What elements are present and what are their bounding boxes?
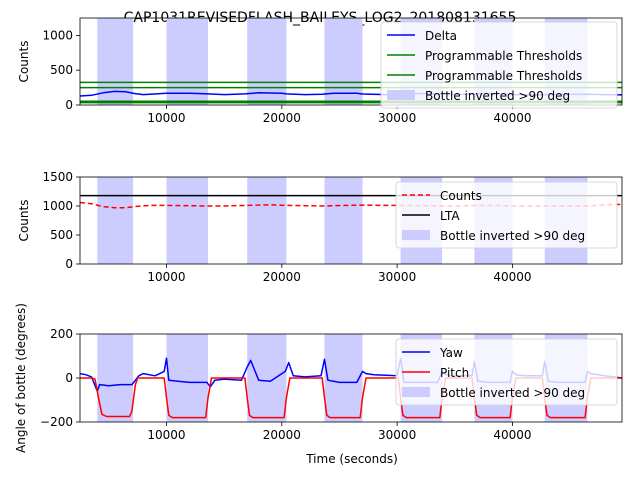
legend: Yaw Pitch Bottle inverted >90 deg	[395, 338, 618, 406]
x-tick-label: 30000	[378, 111, 416, 125]
inverted-band-4	[324, 334, 363, 422]
x-tick-label: 20000	[263, 111, 301, 125]
inverted-band-2	[166, 177, 209, 264]
x-tick-label: 20000	[263, 428, 301, 442]
y-axis-label: Counts	[17, 200, 31, 242]
legend-label: Delta	[425, 29, 457, 43]
legend-label: Yaw	[439, 346, 463, 360]
chart-panel-2: 10000 20000 30000 40000050010001500CountsCo…	[17, 170, 623, 284]
legend-swatch	[387, 90, 415, 100]
inverted-band-3	[247, 18, 287, 105]
legend-label: Bottle inverted >90 deg	[440, 229, 585, 243]
legend-label: Programmable Thresholds	[425, 69, 582, 83]
y-tick-label: 1000	[42, 199, 73, 213]
chart-panel-3: 10000 20000 30000 40000 −200 0 200 Angle of bot…	[14, 303, 623, 453]
x-tick-label: 10000	[147, 270, 185, 284]
x-tick-label: 30000	[378, 270, 416, 284]
x-tick-label: 40000	[493, 428, 531, 442]
y-tick-label: 500	[50, 228, 73, 242]
legend-label: Counts	[440, 189, 482, 203]
inverted-band-1	[97, 18, 134, 105]
y-tick-label: 500	[50, 63, 73, 77]
inverted-band-1	[97, 177, 134, 264]
inverted-band-4	[324, 18, 363, 105]
x-axis-label: Time (seconds)	[305, 452, 398, 466]
legend: Delta Programmable Thresholds Programmable…	[380, 21, 618, 109]
x-tick-label: 10000	[147, 111, 185, 125]
chart-panel-1: 10000 20000 30000 40000 0 500 1000 Counts Delta P…	[17, 17, 623, 125]
legend-box	[395, 181, 618, 249]
legend-swatch	[402, 230, 430, 240]
legend-label: Programmable Thresholds	[425, 49, 582, 63]
inverted-band-4	[324, 177, 363, 264]
y-tick-label: 1500	[42, 170, 73, 184]
legend-box	[380, 21, 618, 109]
x-tick-label: 10000	[147, 428, 185, 442]
y-tick-label: 200	[50, 327, 73, 341]
axes-frame	[79, 17, 623, 106]
x-tick-label: 20000	[263, 270, 301, 284]
x-tick-label: 40000	[493, 270, 531, 284]
x-tick-label: 30000	[378, 428, 416, 442]
x-tick-label: 40000	[493, 111, 531, 125]
legend-label: Bottle inverted >90 deg	[425, 89, 570, 103]
inverted-band-3	[247, 177, 287, 264]
axes-frame	[79, 176, 623, 265]
legend-box	[395, 338, 618, 406]
y-axis-label: Angle of bottle (degrees)	[14, 303, 28, 453]
inverted-band-1	[97, 334, 134, 422]
y-tick-label: −200	[40, 415, 73, 429]
inverted-band-3	[247, 334, 287, 422]
legend-label: Bottle inverted >90 deg	[440, 386, 585, 400]
legend-swatch	[402, 387, 430, 397]
legend-label: LTA	[440, 209, 460, 223]
inverted-band-2	[166, 18, 209, 105]
legend: Counts LTA Bottle inverted >90 deg	[395, 181, 618, 249]
y-axis-label: Counts	[17, 41, 31, 83]
y-tick-label: 0	[65, 98, 73, 112]
inverted-band-2	[166, 334, 209, 422]
y-tick-label: 0	[65, 371, 73, 385]
y-tick-label: 0	[65, 257, 73, 271]
y-tick-label: 1000	[42, 28, 73, 42]
legend-label: Pitch	[440, 366, 469, 380]
